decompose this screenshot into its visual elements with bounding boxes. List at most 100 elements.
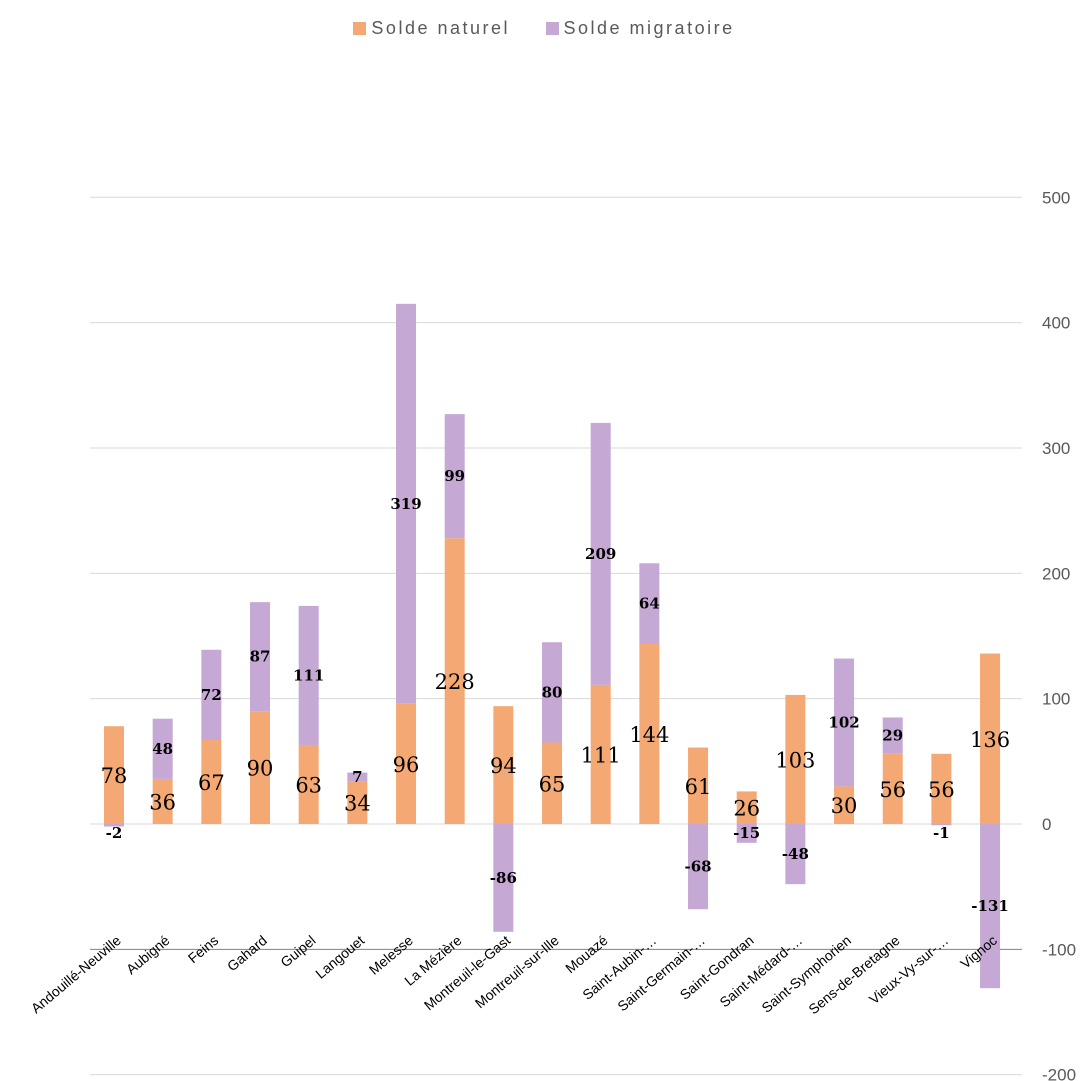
x-tick-label: Saint-Germain-… <box>614 932 708 1014</box>
bar-solde-naturel <box>493 706 514 824</box>
data-label-migratoire: -131 <box>971 897 1009 915</box>
data-label-migratoire: 111 <box>293 666 324 684</box>
bar-solde-migratoire <box>542 642 563 743</box>
bar-solde-naturel <box>931 753 952 824</box>
bar-solde-migratoire <box>639 563 660 644</box>
legend-swatch-migratoire <box>545 22 559 35</box>
bar-solde-migratoire <box>688 824 709 910</box>
data-label-naturel: 103 <box>775 748 815 772</box>
legend-item-migratoire: Solde migratoire <box>545 18 735 39</box>
bar-solde-migratoire <box>298 605 319 746</box>
bar-solde-naturel <box>688 747 709 824</box>
bar-solde-naturel <box>396 703 417 824</box>
bar-solde-naturel <box>590 684 611 824</box>
bar-solde-migratoire <box>882 717 903 754</box>
data-label-naturel: 65 <box>539 772 566 796</box>
y-tick-label: 500 <box>1042 188 1070 207</box>
bar-solde-migratoire <box>980 824 1001 989</box>
data-label-migratoire: 64 <box>639 594 660 612</box>
data-label-migratoire: 7 <box>352 768 362 786</box>
x-tick-label: Gahard <box>224 932 270 974</box>
data-label-migratoire: 48 <box>152 740 173 758</box>
data-label-naturel: 90 <box>247 757 274 781</box>
bar-solde-naturel <box>444 538 465 824</box>
data-label-naturel: 111 <box>581 743 621 767</box>
bar-solde-migratoire <box>152 718 173 779</box>
data-label-naturel: 34 <box>344 792 371 816</box>
bar-solde-migratoire <box>444 414 465 539</box>
data-label-migratoire: 99 <box>444 467 465 485</box>
legend-label-migratoire: Solde migratoire <box>563 18 735 38</box>
bar-solde-migratoire <box>785 824 806 885</box>
bar-solde-naturel <box>736 791 757 824</box>
data-label-naturel: 56 <box>879 778 906 802</box>
data-label-naturel: 136 <box>970 728 1010 752</box>
data-label-naturel: 30 <box>831 794 858 818</box>
data-label-migratoire: -15 <box>733 824 760 842</box>
x-tick-label: Montreuil-le-Gast <box>421 932 514 1013</box>
bar-solde-naturel <box>785 694 806 824</box>
bar-solde-migratoire <box>104 824 124 827</box>
bar-solde-naturel <box>152 778 173 824</box>
data-label-migratoire: 102 <box>828 713 859 731</box>
bar-solde-naturel <box>104 726 124 824</box>
data-label-naturel: 144 <box>629 723 669 747</box>
data-label-naturel: 67 <box>198 771 225 795</box>
bar-solde-naturel <box>980 653 1001 824</box>
data-label-migratoire: -1 <box>933 824 950 842</box>
x-tick-label: Montreuil-sur-Ille <box>472 932 562 1011</box>
data-label-migratoire: 319 <box>390 495 421 513</box>
bar-solde-migratoire <box>736 824 757 843</box>
bar-solde-naturel <box>834 786 855 824</box>
bar-solde-migratoire <box>347 772 368 782</box>
bar-solde-naturel <box>882 753 903 824</box>
bar-solde-naturel <box>201 740 222 824</box>
data-label-naturel: 94 <box>490 754 517 778</box>
data-label-naturel: 228 <box>435 670 475 694</box>
y-tick-label: 200 <box>1042 564 1070 583</box>
data-label-migratoire: 87 <box>250 648 271 666</box>
data-label-migratoire: 72 <box>201 686 222 704</box>
y-tick-label: -100 <box>1042 940 1076 959</box>
data-label-naturel: 26 <box>733 797 760 821</box>
y-tick-label: -200 <box>1042 1066 1076 1081</box>
x-tick-label: Langouet <box>312 932 367 982</box>
x-tick-label: Andouillé-Neuville <box>28 932 124 1016</box>
data-label-naturel: 63 <box>295 774 322 798</box>
bar-solde-migratoire <box>201 649 222 741</box>
data-label-migratoire: -2 <box>106 824 123 842</box>
bar-solde-migratoire <box>493 824 514 932</box>
data-label-naturel: 56 <box>928 778 955 802</box>
data-label-naturel: 61 <box>685 775 712 799</box>
y-tick-label: 400 <box>1042 314 1070 333</box>
data-label-naturel: 96 <box>393 753 420 777</box>
bar-solde-migratoire <box>931 824 952 826</box>
bar-solde-naturel <box>639 643 660 824</box>
bar-solde-naturel <box>298 745 319 824</box>
x-tick-label: Sens-de-Bretagne <box>805 932 902 1017</box>
data-label-naturel: 78 <box>101 764 128 788</box>
legend-item-naturel: Solde naturel <box>353 18 510 39</box>
data-label-migratoire: 80 <box>542 683 563 701</box>
legend-swatch-naturel <box>353 22 367 35</box>
bar-solde-migratoire <box>834 658 855 787</box>
bar-solde-migratoire <box>590 422 611 685</box>
data-label-migratoire: -86 <box>490 869 517 887</box>
y-tick-label: 100 <box>1042 690 1070 709</box>
bar-solde-naturel <box>542 742 563 824</box>
data-label-migratoire: -48 <box>782 845 809 863</box>
data-label-naturel: 36 <box>149 790 176 814</box>
x-tick-label: Saint-Médard-… <box>716 932 805 1010</box>
y-tick-label: 300 <box>1042 439 1070 458</box>
bar-solde-naturel <box>347 781 368 824</box>
data-label-migratoire: 209 <box>585 545 616 563</box>
bar-solde-naturel <box>250 711 271 824</box>
bar-solde-migratoire <box>250 602 271 712</box>
x-tick-label: Guipel <box>277 932 318 970</box>
legend: Solde naturel Solde migratoire <box>0 18 1088 39</box>
y-tick-label: 0 <box>1042 815 1051 834</box>
legend-label-naturel: Solde naturel <box>371 18 510 38</box>
x-tick-label: Aubigné <box>123 932 173 977</box>
bar-solde-migratoire <box>396 303 417 704</box>
